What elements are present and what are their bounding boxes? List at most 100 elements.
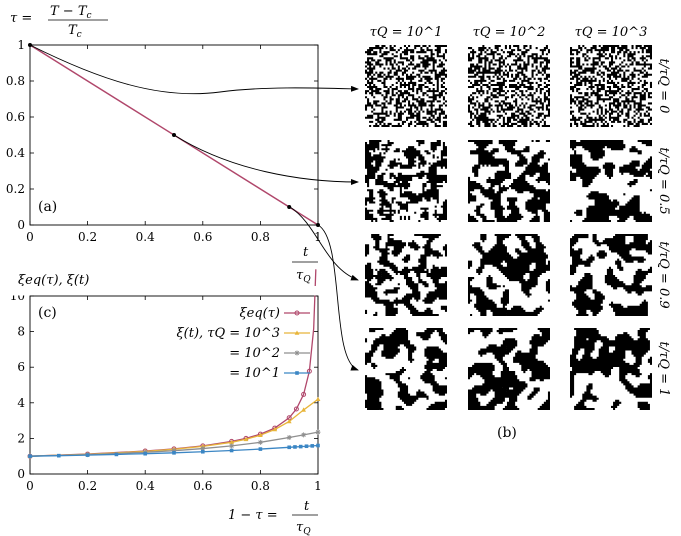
snapshot-domains [570, 45, 652, 127]
c-point-triangle [272, 427, 278, 432]
panel-c-plot [0, 269, 330, 459]
row-labels: t/τQ = 0 t/τQ = 0.5 t/τQ = 0.9 t/τQ = 1 [656, 59, 671, 397]
spin-snapshot [468, 234, 550, 316]
c-point-triangle [258, 432, 263, 437]
c-ytick-label: 8 [17, 325, 25, 339]
a-ytick-label: 0 [17, 218, 25, 232]
tau-numerator: T − Tc [50, 4, 92, 21]
snapshot-domains [570, 234, 652, 316]
c-clip-mask [0, 286, 330, 296]
a-ytick-label: 0.4 [6, 146, 25, 160]
c-point-square [143, 451, 147, 456]
snapshot-domains [365, 234, 447, 316]
c-point-square [298, 444, 303, 449]
arrow-to-row-3 [317, 224, 359, 371]
c-point-triangle [286, 418, 292, 424]
c-point-circle [294, 310, 300, 316]
c-point-square [229, 448, 234, 453]
c-point-triangle [315, 396, 321, 402]
xlabel-numerator: t [304, 499, 310, 514]
time-row-label: t/τQ = 0.5 [656, 147, 671, 214]
legend-entry-label: = 10^2 [229, 346, 280, 361]
c-point-square [316, 443, 320, 448]
arrow-to-row-2 [289, 206, 359, 281]
c-ytick-label: 0 [17, 467, 25, 481]
xlabel-prefix: 1 − τ = [228, 508, 278, 523]
spin-snapshot [570, 45, 652, 127]
c-point-square [201, 449, 205, 454]
a-ytick-label: 1 [17, 38, 25, 52]
connector-arrows [29, 44, 359, 371]
c-point-square [114, 452, 119, 457]
c-point-star [286, 435, 292, 441]
snapshot-domains [468, 45, 550, 127]
c-point-square [293, 445, 297, 449]
snapshot-domains [468, 140, 550, 222]
c-point-star [315, 429, 321, 435]
time-row-label: t/τQ = 0.9 [656, 241, 671, 308]
a-ytick-label: 0.6 [6, 110, 25, 124]
c-point-circle [301, 391, 307, 397]
panel-c-frame [29, 295, 319, 475]
spin-snapshot [365, 328, 447, 410]
spin-snapshot [468, 140, 550, 222]
tauQ-column-headers: τQ = 10^1 τQ = 10^2 τQ = 10^3 [370, 25, 648, 40]
a-xtick-label: 0.6 [193, 230, 212, 244]
a-ytick-label: 0.8 [6, 74, 25, 88]
tau-denominator: Tc [68, 23, 82, 40]
a-xtick-label: 1 [314, 230, 322, 244]
xlabel-denominator: τQ [296, 520, 311, 536]
c-ytick-label: 2 [17, 431, 25, 445]
c-xtick-label: 0.6 [193, 479, 212, 493]
c-series-line [29, 398, 319, 457]
c-point-triangle [229, 439, 234, 445]
c-point-square [304, 444, 309, 449]
snapshot-domains [570, 328, 652, 410]
spin-snapshot [570, 140, 652, 222]
c-point-square [57, 453, 61, 458]
c-point-square [172, 451, 176, 455]
legend-entry-label: = 10^1 [229, 366, 280, 381]
c-point-star [294, 350, 300, 356]
spin-snapshot [468, 328, 550, 410]
c-point-star [200, 446, 206, 452]
snapshot-domains [365, 140, 447, 222]
spin-snapshot [365, 234, 447, 316]
tau-lhs: τ = [10, 11, 32, 26]
spin-snapshot [468, 45, 550, 127]
c-point-circle [293, 406, 299, 412]
tauQ-header: τQ = 10^2 [473, 25, 546, 40]
snapshot-domains [468, 328, 550, 410]
c-xtick-label: 0 [26, 479, 34, 493]
c-xtick-label: 0.4 [136, 479, 155, 493]
c-point-square [287, 445, 291, 450]
spin-snapshot [365, 140, 447, 222]
fraction-t-over-tauQ: t τQ [292, 245, 318, 285]
c-point-star [257, 439, 263, 445]
panel-c-legend: ξeq(τ) ξ(t), τQ = 10^3 = 10^2 = 10^1 [176, 306, 310, 381]
spin-snapshot [570, 234, 652, 316]
spin-snapshot [365, 45, 447, 127]
arrow-to-row-1 [173, 134, 359, 185]
panel-a-label: (a) [38, 199, 57, 215]
tau-definition: τ = T − Tc Tc [10, 4, 108, 40]
c-point-square [295, 371, 299, 375]
panel-c-label: (c) [38, 305, 57, 321]
panel-b: τQ = 10^1 τQ = 10^2 τQ = 10^3 t/τQ = 0 t/τQ… [365, 25, 671, 441]
c-point-star [229, 443, 235, 449]
panel-c-ylabel: ξeq(τ), ξ(t) [18, 273, 89, 288]
c-point-square [85, 453, 90, 457]
time-row-label: t/τQ = 0 [656, 59, 671, 114]
fraction-numerator: t [303, 245, 309, 260]
a-xtick-label: 0 [26, 230, 34, 244]
a-ytick-label: 0.2 [6, 182, 25, 196]
panel-b-label: (b) [497, 425, 517, 441]
tauQ-header: τQ = 10^1 [370, 25, 443, 40]
snapshot-domains [468, 234, 550, 316]
c-ytick-label: 6 [17, 360, 25, 374]
c-ytick-label: 4 [17, 396, 25, 410]
snapshot-domains [570, 140, 652, 222]
c-point-square [258, 447, 263, 451]
tauQ-header: τQ = 10^3 [575, 25, 648, 40]
